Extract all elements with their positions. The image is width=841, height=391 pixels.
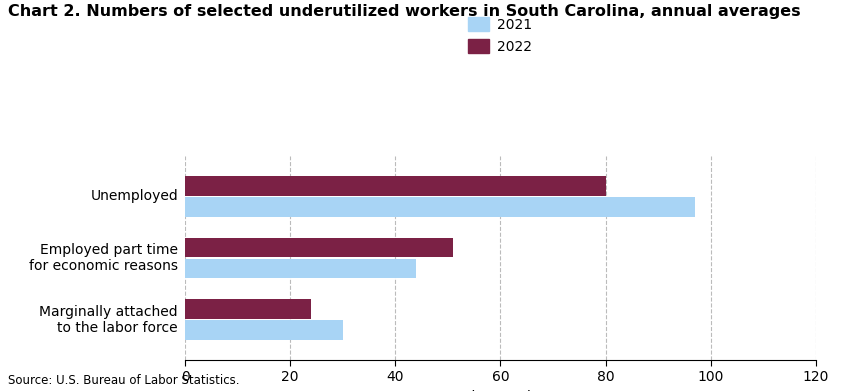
Bar bbox=[185, 259, 416, 278]
Bar bbox=[185, 197, 695, 217]
Text: Chart 2. Numbers of selected underutilized workers in South Carolina, annual ave: Chart 2. Numbers of selected underutiliz… bbox=[8, 4, 801, 19]
Bar bbox=[185, 320, 342, 340]
Bar bbox=[185, 300, 311, 319]
X-axis label: Thousands: Thousands bbox=[463, 390, 538, 391]
Bar bbox=[185, 238, 453, 257]
Bar bbox=[185, 176, 606, 196]
Legend: 2021, 2022: 2021, 2022 bbox=[468, 17, 532, 54]
Text: Source: U.S. Bureau of Labor Statistics.: Source: U.S. Bureau of Labor Statistics. bbox=[8, 374, 240, 387]
